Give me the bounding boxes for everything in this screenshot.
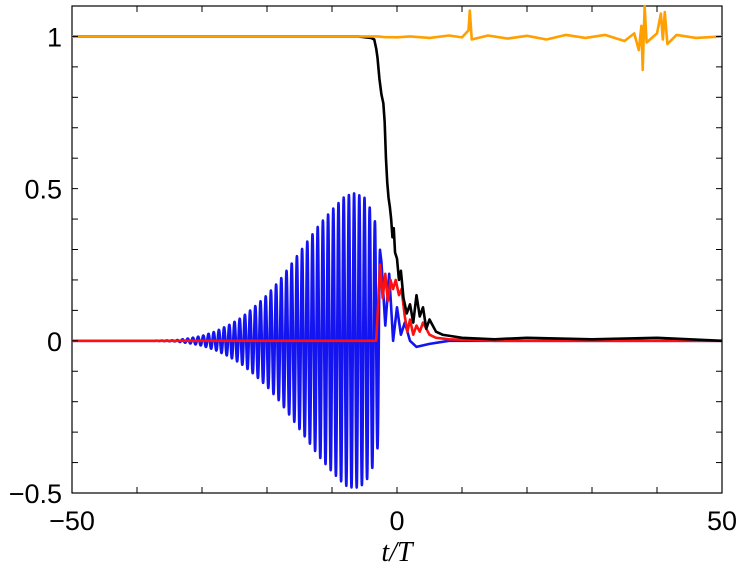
label-layer: −50 0 50 −0.5 0 0.5 1 (9, 22, 737, 536)
x-tick-label: 0 (389, 506, 404, 536)
series-line (72, 4, 723, 72)
x-tick-label: −50 (49, 506, 95, 536)
tick-layer (71, 6, 723, 494)
series-line (72, 35, 723, 343)
x-axis-label: t/T (381, 537, 415, 568)
x-tick-label: 50 (707, 506, 737, 536)
y-tick-label: −0.5 (9, 479, 62, 509)
series-layer (70, 4, 723, 489)
y-tick-label: 1 (47, 22, 62, 52)
plot-frame (71, 5, 723, 494)
y-tick-label: 0 (47, 327, 62, 357)
y-tick-label: 0.5 (24, 175, 62, 205)
